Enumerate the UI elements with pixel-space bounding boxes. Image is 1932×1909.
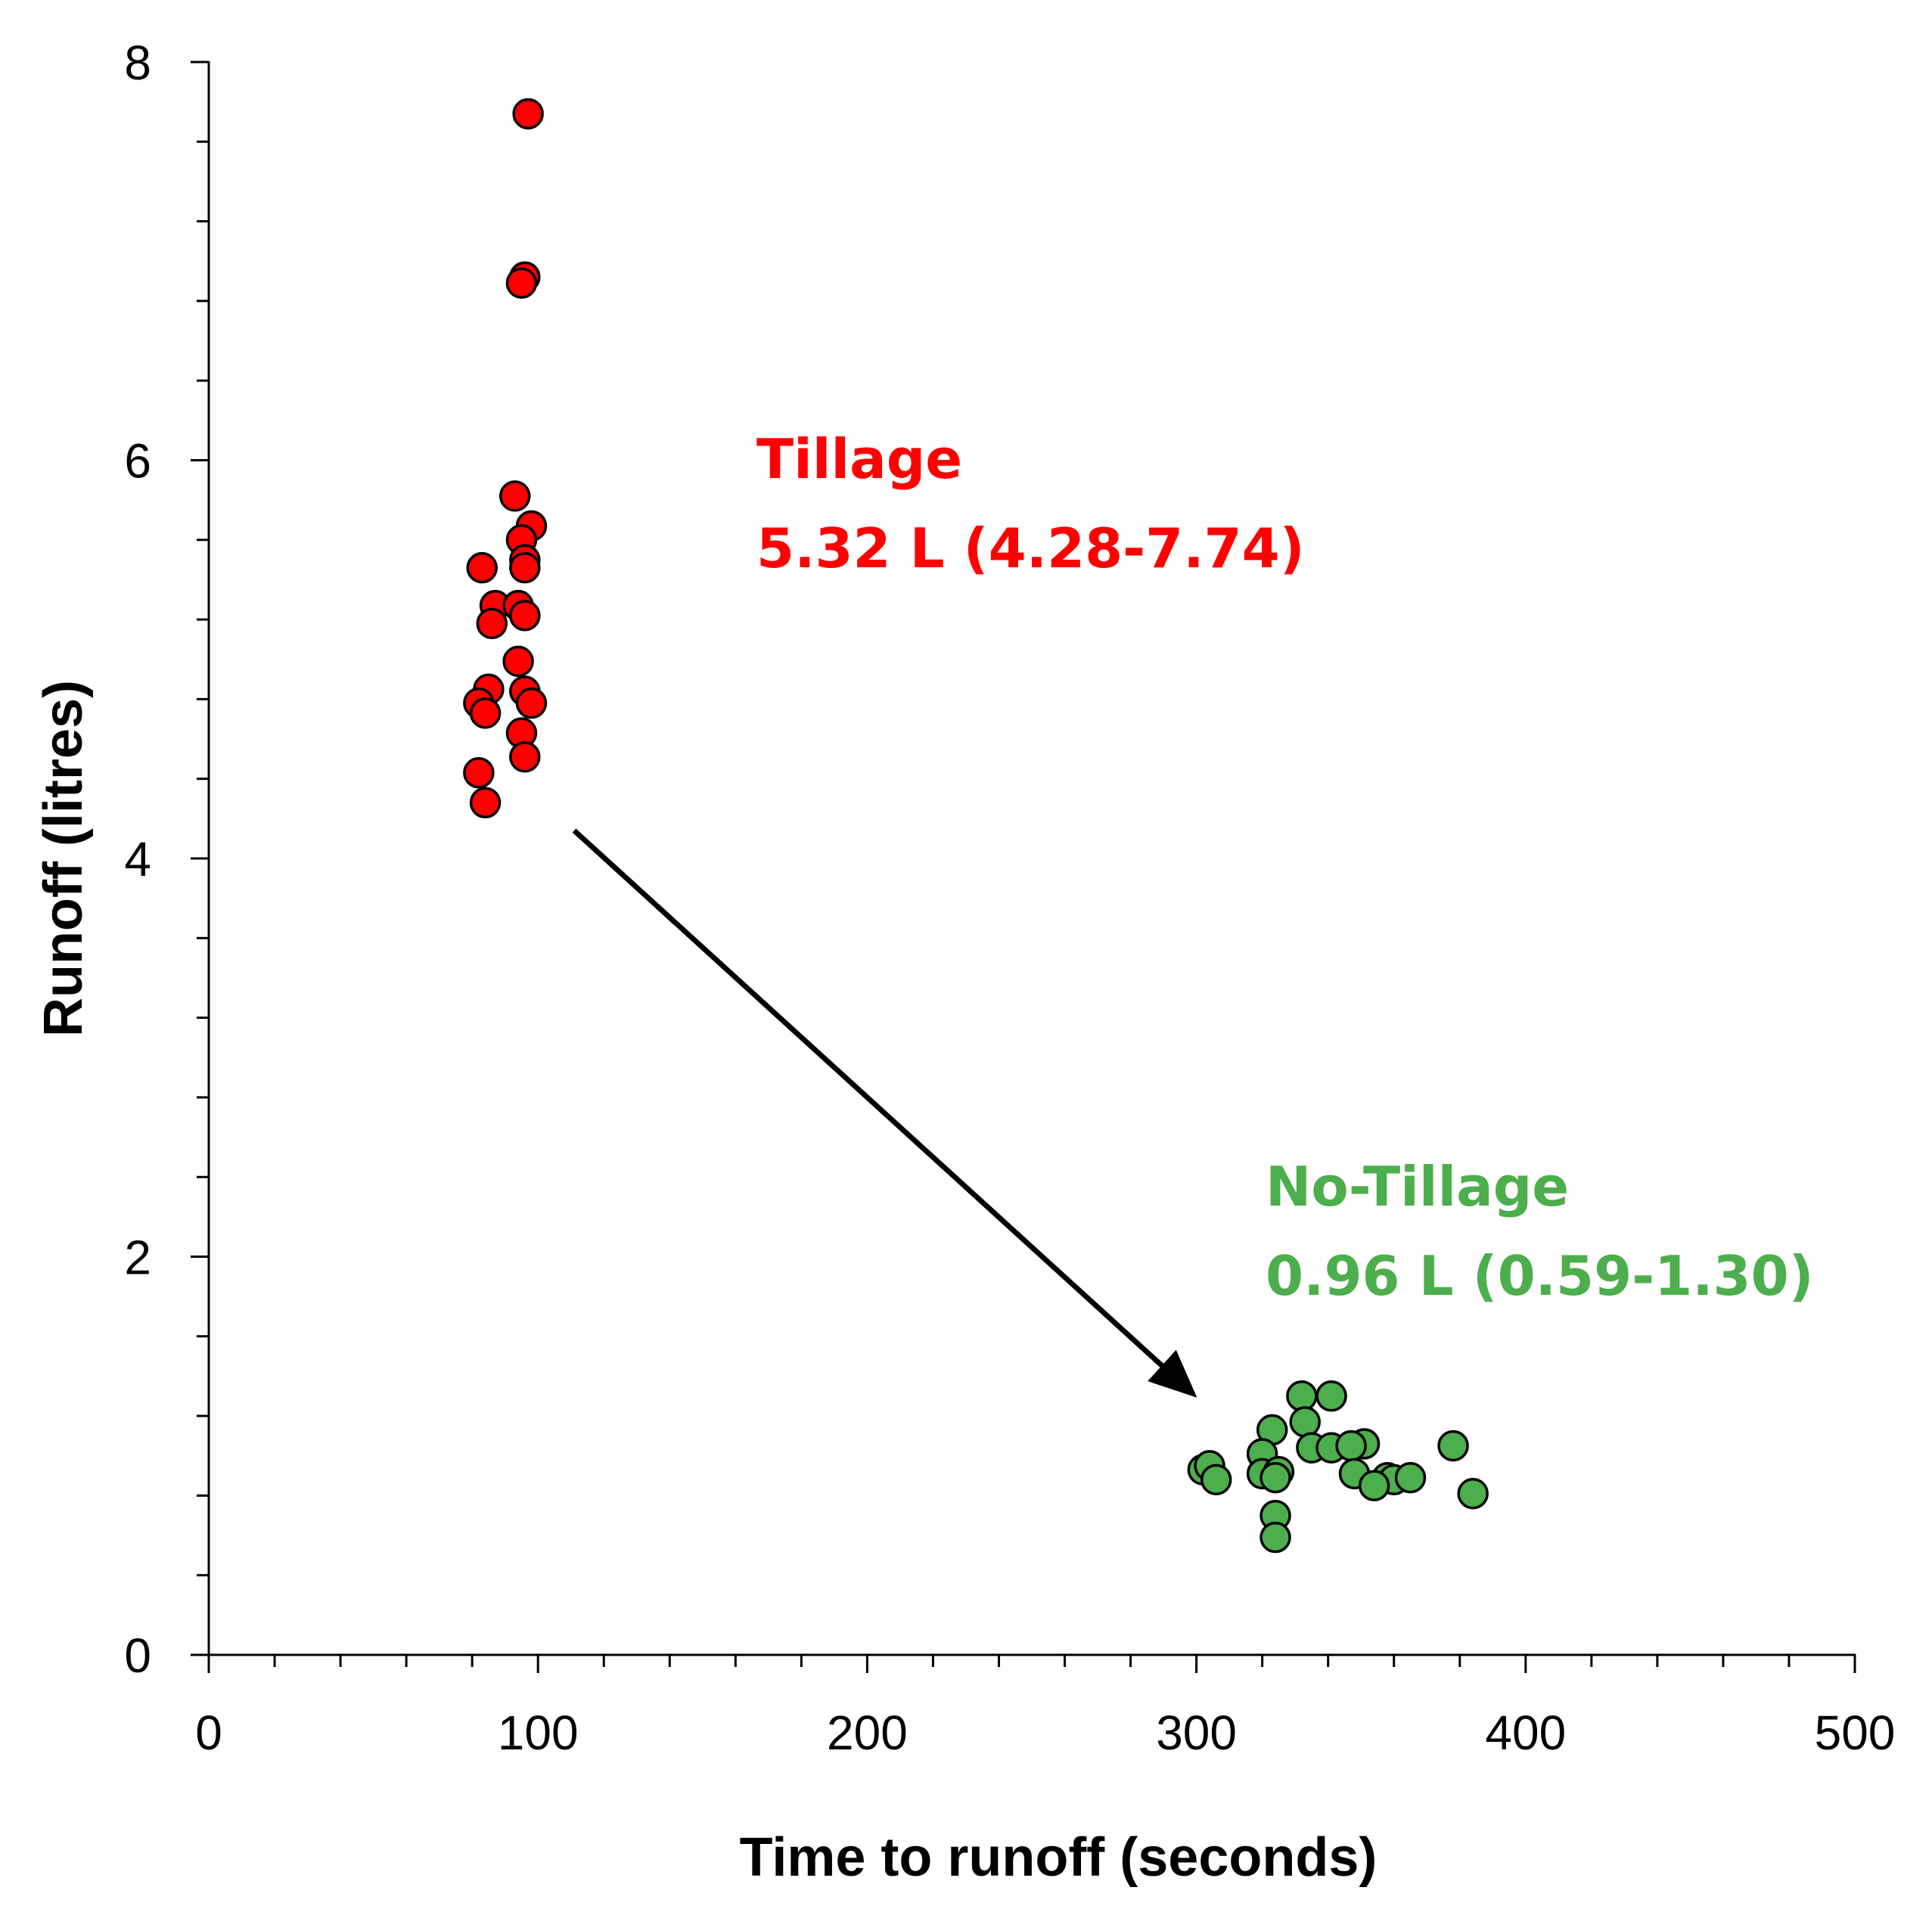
y-tick-label: 0 xyxy=(124,1628,151,1683)
y-tick-label: 6 xyxy=(124,434,151,489)
trend-arrow-group xyxy=(572,828,1197,1398)
y-tick-label: 2 xyxy=(124,1231,151,1285)
y-tick-label: 4 xyxy=(124,832,151,886)
no-tillage-point xyxy=(1315,1380,1347,1412)
no-tillage-point xyxy=(1457,1478,1489,1510)
no-tillage-point xyxy=(1289,1406,1321,1438)
x-tick-label: 500 xyxy=(1815,1706,1896,1760)
x-axis-title: Time to runoff (seconds) xyxy=(740,1827,1378,1888)
no-tillage-annotation-title: No-Tillage xyxy=(1266,1155,1569,1218)
no-tillage-point xyxy=(1437,1429,1469,1462)
x-tick-label: 200 xyxy=(827,1706,908,1760)
x-tick-label: 100 xyxy=(498,1706,579,1760)
x-tick-label: 400 xyxy=(1485,1706,1566,1760)
tillage-series xyxy=(463,98,548,819)
data-points xyxy=(463,98,1489,1554)
no-tillage-point xyxy=(1358,1470,1390,1501)
no-tillage-annotation-summary: 0.96 L (0.59-1.30) xyxy=(1266,1244,1814,1308)
tillage-point xyxy=(509,740,541,773)
no-tillage-point xyxy=(1200,1464,1232,1496)
tillage-point xyxy=(463,757,495,789)
no-tillage-point xyxy=(1335,1429,1367,1462)
no-tillage-point xyxy=(1260,1521,1291,1554)
axes: 0 100 200 300 400 500 0 2 4 6 8 xyxy=(124,36,1895,1760)
tillage-annotation-summary: 5.32 L (4.28-7.74) xyxy=(756,517,1305,580)
no-tillage-series xyxy=(1187,1380,1489,1554)
y-tick-label: 8 xyxy=(124,36,151,90)
no-tillage-point xyxy=(1394,1461,1427,1494)
no-tillage-point xyxy=(1286,1380,1318,1412)
no-tillage-point xyxy=(1260,1461,1291,1494)
tillage-point xyxy=(509,551,541,584)
x-tick-label: 0 xyxy=(195,1706,222,1760)
tillage-point xyxy=(499,480,531,512)
tillage-point xyxy=(502,645,534,678)
trend-arrow xyxy=(572,828,1197,1398)
tillage-annotation-title: Tillage xyxy=(756,427,962,491)
tillage-point xyxy=(505,267,538,299)
tillage-annotation: Tillage 5.32 L (4.28-7.74) xyxy=(756,427,1305,580)
tillage-point xyxy=(515,687,548,719)
tillage-point xyxy=(466,551,498,584)
tillage-point xyxy=(469,787,502,819)
no-tillage-annotation: No-Tillage 0.96 L (0.59-1.30) xyxy=(1266,1155,1814,1308)
x-tick-label: 300 xyxy=(1156,1706,1237,1760)
y-axis-title: Runoff (litres) xyxy=(33,680,94,1037)
tillage-point xyxy=(509,600,541,632)
tillage-point xyxy=(476,607,508,640)
tillage-point xyxy=(512,98,544,130)
tillage-point xyxy=(469,697,502,729)
